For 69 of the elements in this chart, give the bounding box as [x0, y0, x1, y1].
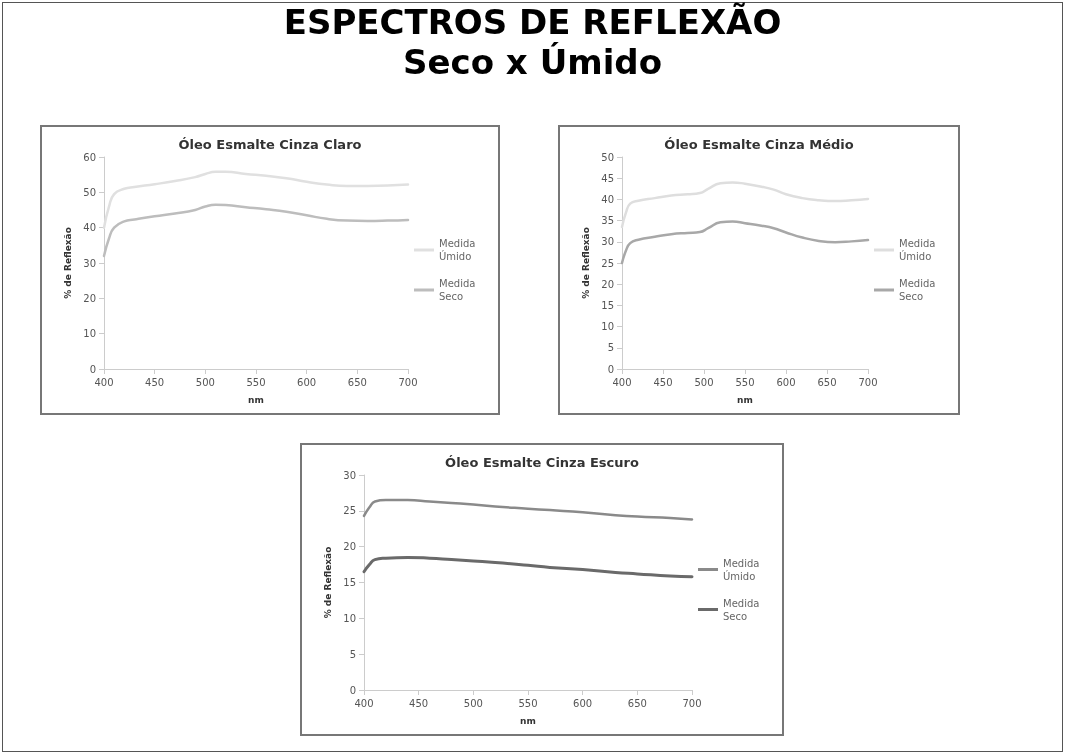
text: Seco x Úmido [401, 42, 664, 82]
y-tick-label: 45 [601, 172, 614, 184]
legend-label: Medida Seco [723, 597, 763, 622]
x-tick-label: 600 [776, 376, 796, 388]
x-tick-label: 700 [858, 376, 878, 388]
y-axis-title: % de Reflexão [62, 227, 73, 299]
y-tick-label: 0 [607, 363, 614, 375]
y-tick-label: 25 [343, 505, 356, 517]
x-axis-title: nm [737, 394, 753, 405]
y-tick-label: 30 [601, 236, 614, 248]
x-tick-label: 650 [627, 697, 647, 709]
y-tick-label: 0 [349, 684, 356, 696]
x-tick-label: 450 [653, 376, 673, 388]
line-series [620, 181, 870, 229]
y-tick-label: 30 [83, 257, 96, 269]
y-tick-label: 35 [601, 215, 614, 227]
legend-label: Medida Úmido [899, 238, 939, 262]
x-tick-label: 700 [398, 376, 418, 388]
legend-label: Medida Seco [899, 278, 939, 302]
y-tick-label: 15 [601, 299, 614, 311]
y-tick-label: 20 [601, 278, 614, 290]
text: ESPECTROS DE REFLEXÃO [282, 2, 783, 42]
y-tick-label: 60 [83, 151, 96, 163]
legend-label: Medida Úmido [723, 557, 763, 582]
line-series [362, 555, 694, 579]
x-tick-label: 650 [817, 376, 837, 388]
x-tick-label: 400 [612, 376, 632, 388]
y-tick-label: 0 [89, 363, 96, 375]
x-tick-label: 650 [347, 376, 367, 388]
line-series [362, 498, 694, 521]
y-tick-label: 50 [83, 186, 96, 198]
chart-title: Óleo Esmalte Cinza Claro [178, 137, 362, 152]
y-tick-label: 25 [601, 257, 614, 269]
x-axis-title: nm [248, 394, 264, 405]
x-tick-label: 550 [518, 697, 538, 709]
line-series [620, 220, 870, 265]
y-tick-label: 40 [601, 193, 614, 205]
y-tick-label: 40 [83, 222, 96, 234]
y-tick-label: 10 [601, 321, 614, 333]
line-series [102, 203, 410, 258]
x-tick-label: 550 [246, 376, 266, 388]
x-axis-title: nm [520, 715, 536, 726]
x-tick-label: 600 [297, 376, 317, 388]
x-tick-label: 400 [94, 376, 114, 388]
x-tick-label: 450 [409, 697, 429, 709]
chart-title: Óleo Esmalte Cinza Escuro [445, 455, 639, 470]
y-axis-title: % de Reflexão [322, 546, 333, 619]
y-tick-label: 20 [83, 292, 96, 304]
y-tick-label: 30 [343, 469, 356, 481]
y-tick-label: 5 [607, 342, 614, 354]
x-tick-label: 450 [145, 376, 165, 388]
x-tick-label: 500 [463, 697, 483, 709]
chart-title: Óleo Esmalte Cinza Médio [664, 137, 854, 152]
x-tick-label: 550 [735, 376, 755, 388]
x-tick-label: 500 [694, 376, 714, 388]
legend-label: Medida Úmido [439, 238, 479, 262]
y-tick-label: 5 [349, 648, 356, 660]
y-tick-label: 10 [83, 328, 96, 340]
legend-label: Medida Seco [439, 278, 479, 302]
y-tick-label: 10 [343, 612, 356, 624]
x-tick-label: 500 [195, 376, 215, 388]
y-tick-label: 20 [343, 541, 356, 553]
line-series [102, 170, 410, 229]
y-tick-label: 15 [343, 577, 356, 588]
y-axis-title: % de Reflexão [580, 227, 591, 299]
x-tick-label: 700 [682, 697, 702, 709]
y-tick-label: 50 [601, 151, 614, 163]
x-tick-label: 400 [354, 697, 374, 709]
x-tick-label: 600 [573, 697, 593, 709]
